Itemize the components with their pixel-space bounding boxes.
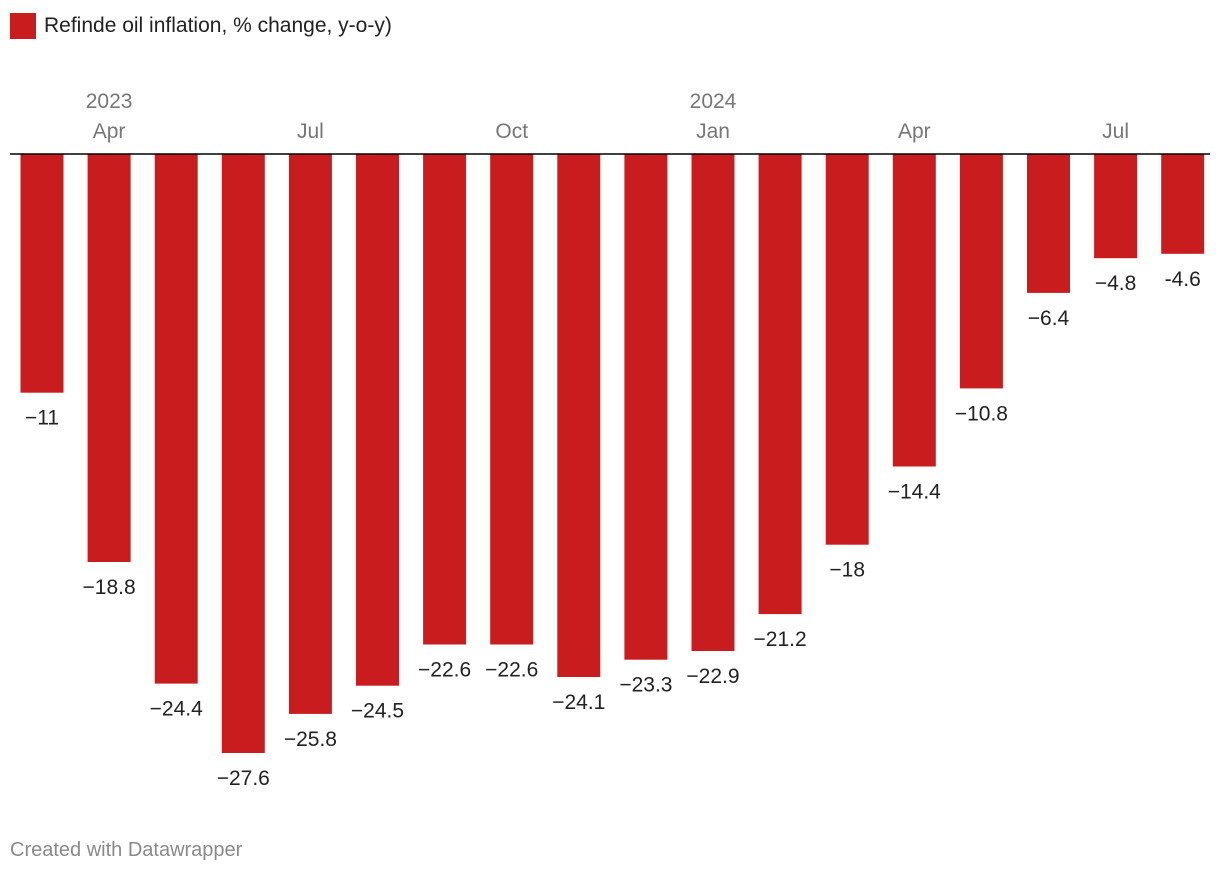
data-label-2024-03: −18 [829, 559, 865, 582]
bar-2023-11 [557, 154, 601, 677]
data-label-2024-06: −6.4 [1028, 307, 1070, 330]
x-tick-year: 2023 [86, 90, 133, 113]
bar-2024-06 [1027, 154, 1070, 293]
data-label-2023-10: −22.6 [485, 659, 538, 682]
bar-2023-12 [624, 154, 668, 660]
legend-swatch [10, 13, 36, 39]
x-tick-label: Apr [898, 120, 931, 143]
data-label-2024-01: −22.9 [686, 665, 739, 688]
legend: Refinde oil inflation, % change, y-o-y) [10, 13, 392, 39]
x-tick-label: Oct [495, 120, 528, 143]
bar-2024-01 [691, 154, 735, 651]
data-label-2023-05: −24.4 [150, 698, 203, 721]
data-label-2024-05: −10.8 [955, 402, 1008, 425]
bar-2023-07 [288, 154, 332, 714]
bar-2023-09 [423, 154, 467, 645]
x-tick-label: Apr [93, 120, 126, 143]
bar-2023-06 [221, 154, 265, 753]
bar-2024-05 [959, 154, 1003, 389]
x-tick-label: Jul [297, 120, 324, 143]
data-label-2024-08: -4.6 [1165, 268, 1201, 291]
bar-2024-07 [1094, 154, 1138, 259]
bar-2023-10 [490, 154, 534, 645]
bar-2023-04 [87, 154, 131, 562]
data-label-2024-04: −14.4 [888, 481, 941, 504]
data-label-2023-06: −27.6 [217, 767, 270, 790]
data-label-2023-03: −11 [25, 407, 59, 430]
bar-2024-04 [892, 154, 936, 467]
data-label-2023-07: −25.8 [284, 728, 337, 751]
data-label-2024-07: −4.8 [1095, 272, 1136, 295]
data-label-2024-02: −21.2 [754, 628, 807, 651]
footer-credit: Created with Datawrapper [10, 839, 243, 861]
bar-2024-08 [1161, 154, 1205, 254]
bar-2023-05 [154, 154, 198, 684]
x-tick-label: Jul [1102, 120, 1129, 143]
bar-2024-03 [825, 154, 869, 545]
x-tick-year: 2024 [690, 90, 737, 113]
x-tick-label: Jan [696, 120, 730, 143]
data-label-2023-12: −23.3 [619, 674, 672, 697]
data-label-2023-04: −18.8 [83, 576, 136, 599]
legend-label: Refinde oil inflation, % change, y-o-y) [44, 14, 392, 37]
data-label-2023-09: −22.6 [418, 659, 471, 682]
data-label-2023-11: −24.1 [552, 691, 605, 714]
bar-2023-08 [356, 154, 399, 686]
bar-2024-02 [758, 154, 802, 615]
data-label-2023-08: −24.5 [351, 700, 404, 723]
bar-2023-03 [20, 154, 64, 393]
